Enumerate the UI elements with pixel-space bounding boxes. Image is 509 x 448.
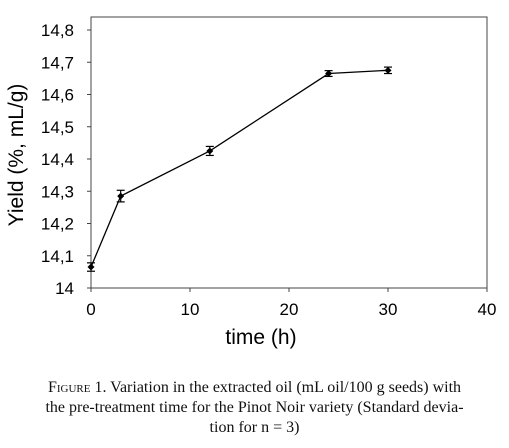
data-point	[384, 66, 392, 74]
x-tick-label: 20	[280, 300, 299, 319]
series-line	[90, 69, 389, 268]
caption-line-1: Figure 1. Variation in the extracted oil…	[0, 378, 509, 398]
y-tick-label: 14,4	[41, 150, 74, 169]
caption-figure-label: Figure 1.	[47, 379, 107, 396]
data-point	[206, 147, 214, 155]
y-tick-label: 14	[55, 279, 74, 298]
x-tick-label: 0	[86, 300, 95, 319]
y-tick-label: 14,6	[41, 86, 74, 105]
y-tick-label: 14,5	[41, 118, 74, 137]
data-series	[87, 66, 392, 272]
caption-line-2: the pre-treatment time for the Pinot Noi…	[45, 399, 464, 416]
plot-area-frame	[90, 16, 488, 289]
y-tick-label: 14,1	[41, 247, 74, 266]
figure-caption: Figure 1. Variation in the extracted oil…	[0, 378, 509, 438]
y-tick-label: 14,7	[41, 53, 74, 72]
y-axis-title: Yield (%, mL/g)	[5, 84, 28, 227]
caption-line-3: tion for n = 3)	[209, 419, 300, 436]
x-tick-label: 30	[379, 300, 398, 319]
y-tick-label: 14,8	[41, 21, 74, 40]
caption-text-1: Variation in the extracted oil (mL oil/1…	[110, 379, 462, 396]
y-axis: 14 14,1 14,2 14,3 14,4 14,5 14,6 14,7 14,8	[41, 21, 91, 298]
data-point	[117, 192, 125, 200]
x-axis: 0 10 20 30 40	[86, 288, 496, 319]
data-point	[325, 70, 333, 78]
data-point	[87, 263, 95, 271]
x-axis-title: time (h)	[225, 326, 296, 349]
y-tick-label: 14,3	[41, 182, 74, 201]
y-tick-label: 14,2	[41, 215, 74, 234]
x-tick-label: 10	[181, 300, 200, 319]
x-tick-label: 40	[478, 300, 497, 319]
